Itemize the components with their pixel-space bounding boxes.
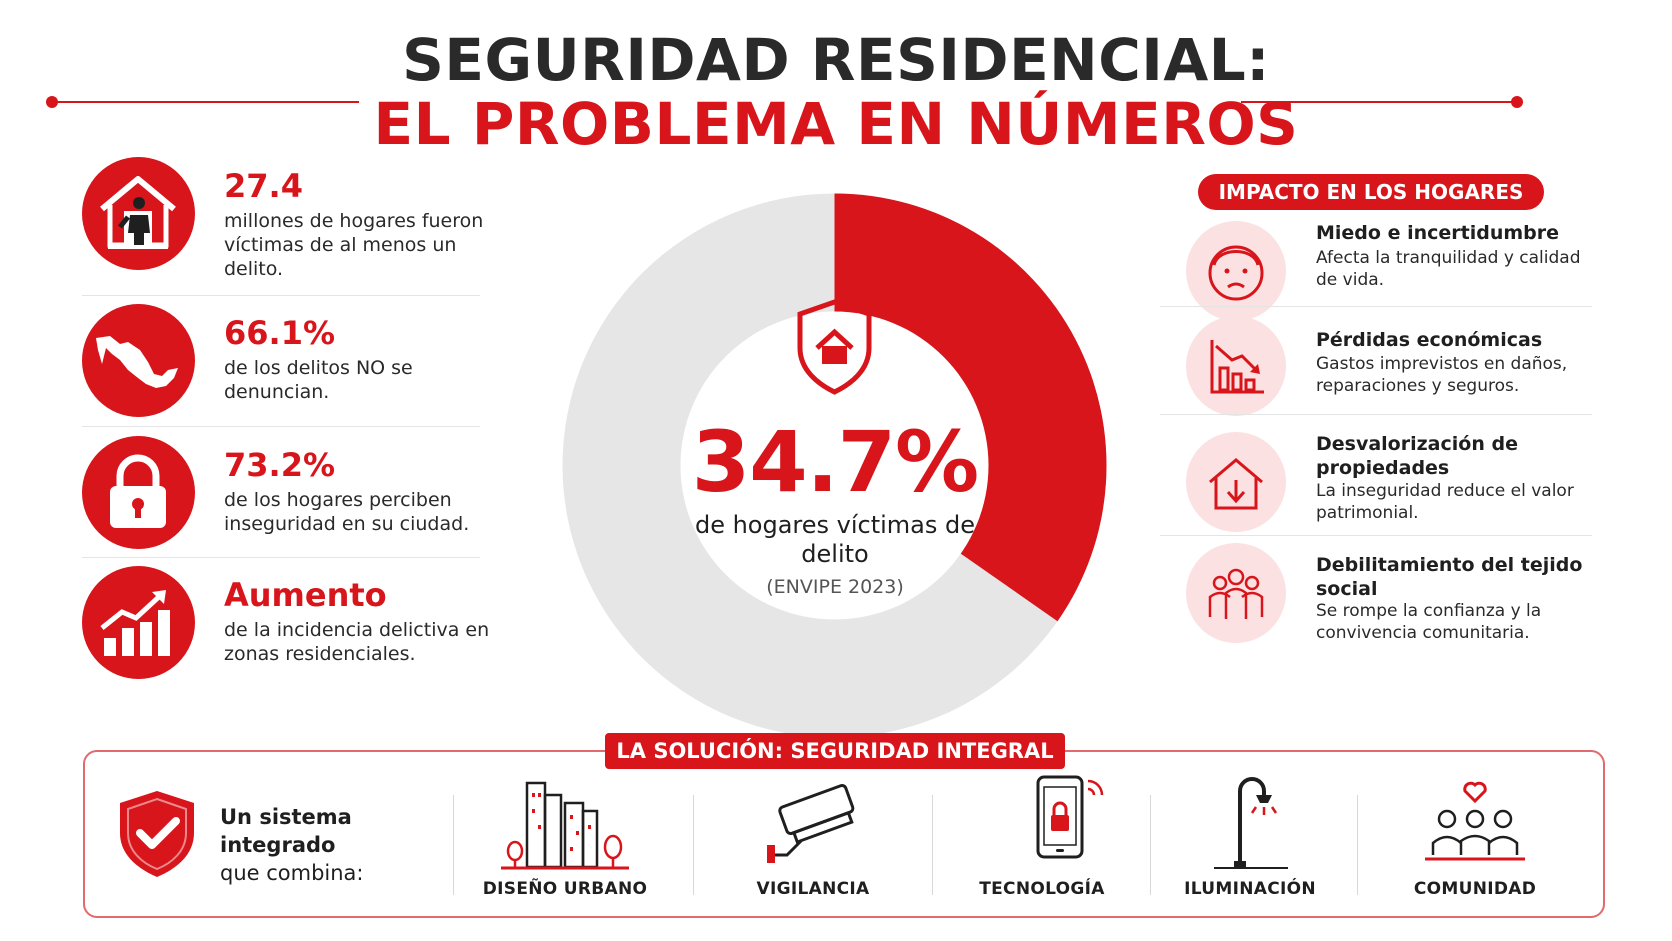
mexico-map-icon [82, 304, 195, 417]
falling-chart-icon [1186, 316, 1286, 416]
donut-description: de hogares víctimas de delito [694, 511, 976, 568]
divider [932, 795, 933, 895]
community-heart-icon [1425, 781, 1525, 861]
title-rule-left [52, 101, 359, 103]
victims-donut-chart [562, 193, 1107, 738]
stat-description: de los delitos NO se denuncian. [224, 357, 413, 403]
stat-households-victims: 27.4 millones de hogares fueron víctimas… [82, 157, 483, 292]
solution-title: LA SOLUCIÓN: SEGURIDAD INTEGRAL [605, 733, 1065, 769]
divider [82, 295, 480, 296]
divider [1357, 795, 1358, 895]
page-title-line2: EL PROBLEMA EN NÚMEROS [373, 90, 1299, 158]
stat-crime-increase: Aumento de la incidencia delictiva en zo… [82, 566, 489, 701]
impact-title: IMPACTO EN LOS HOGARES [1198, 174, 1544, 210]
divider [1160, 414, 1592, 415]
divider [1160, 535, 1592, 536]
divider [453, 795, 454, 895]
divider [82, 557, 480, 558]
smartphone-lock-icon [1036, 775, 1104, 859]
solution-intro: Un sistema integrado que combina: [220, 803, 460, 887]
stat-description: millones de hogares fueron víctimas de a… [224, 210, 484, 280]
impact-heading: Desvalorización de propiedades [1316, 433, 1518, 479]
divider [693, 795, 694, 895]
street-lamp-icon [1214, 777, 1288, 869]
title-rule-right [1241, 101, 1516, 103]
solution-item-label: TECNOLOGÍA [979, 879, 1105, 899]
solution-item-label: VIGILANCIA [756, 879, 870, 899]
solution-item-label: ILUMINACIÓN [1184, 879, 1316, 899]
solution-intro-line1: Un sistema integrado [220, 805, 352, 857]
solution-panel [83, 750, 1605, 918]
stat-perceived-insecurity: 73.2% de los hogares perciben insegurida… [82, 436, 480, 571]
stat-number: 73.2% [224, 446, 336, 484]
solution-item-label: DISEÑO URBANO [482, 879, 648, 899]
stat-number: Aumento [224, 576, 387, 614]
title-rule-dot-right [1511, 96, 1523, 108]
divider [82, 426, 480, 427]
stat-unreported-crimes: 66.1% de los delitos NO se denuncian. [82, 304, 480, 439]
city-buildings-icon [501, 781, 629, 870]
donut-value: 34.7% [691, 413, 979, 511]
rising-chart-icon [82, 566, 195, 679]
impact-text: Afecta la tranquilidad y calidad de vida… [1316, 248, 1581, 290]
divider [1160, 306, 1592, 307]
impact-heading: Miedo e incertidumbre [1316, 222, 1560, 244]
stat-number: 27.4 [224, 167, 303, 205]
house-intruder-icon [82, 157, 195, 270]
donut-source: (ENVIPE 2023) [766, 576, 904, 598]
solution-item-label: COMUNIDAD [1413, 879, 1537, 899]
impact-text: Gastos imprevistos en daños, reparacione… [1316, 354, 1568, 396]
stat-number: 66.1% [224, 314, 336, 352]
divider [1150, 795, 1151, 895]
shield-check-icon [120, 791, 194, 877]
security-camera-icon [767, 784, 855, 863]
stat-description: de la incidencia delictiva en zonas resi… [224, 619, 490, 665]
donut-hole [680, 311, 989, 620]
people-group-icon [1186, 543, 1286, 643]
padlock-icon [82, 436, 195, 549]
stat-description: de los hogares perciben inseguridad en s… [224, 489, 470, 535]
solution-intro-line2: que combina: [220, 861, 364, 885]
impact-text: La inseguridad reduce el valor patrimoni… [1316, 481, 1574, 523]
page-title-line1: SEGURIDAD RESIDENCIAL: [402, 26, 1270, 94]
shield-house-icon [797, 299, 872, 395]
impact-text: Se rompe la confianza y la convivencia c… [1316, 601, 1542, 643]
impact-heading: Pérdidas económicas [1316, 329, 1543, 351]
worried-face-icon [1186, 221, 1286, 321]
impact-heading: Debilitamiento del tejido social [1316, 554, 1583, 600]
house-down-arrow-icon [1186, 432, 1286, 532]
